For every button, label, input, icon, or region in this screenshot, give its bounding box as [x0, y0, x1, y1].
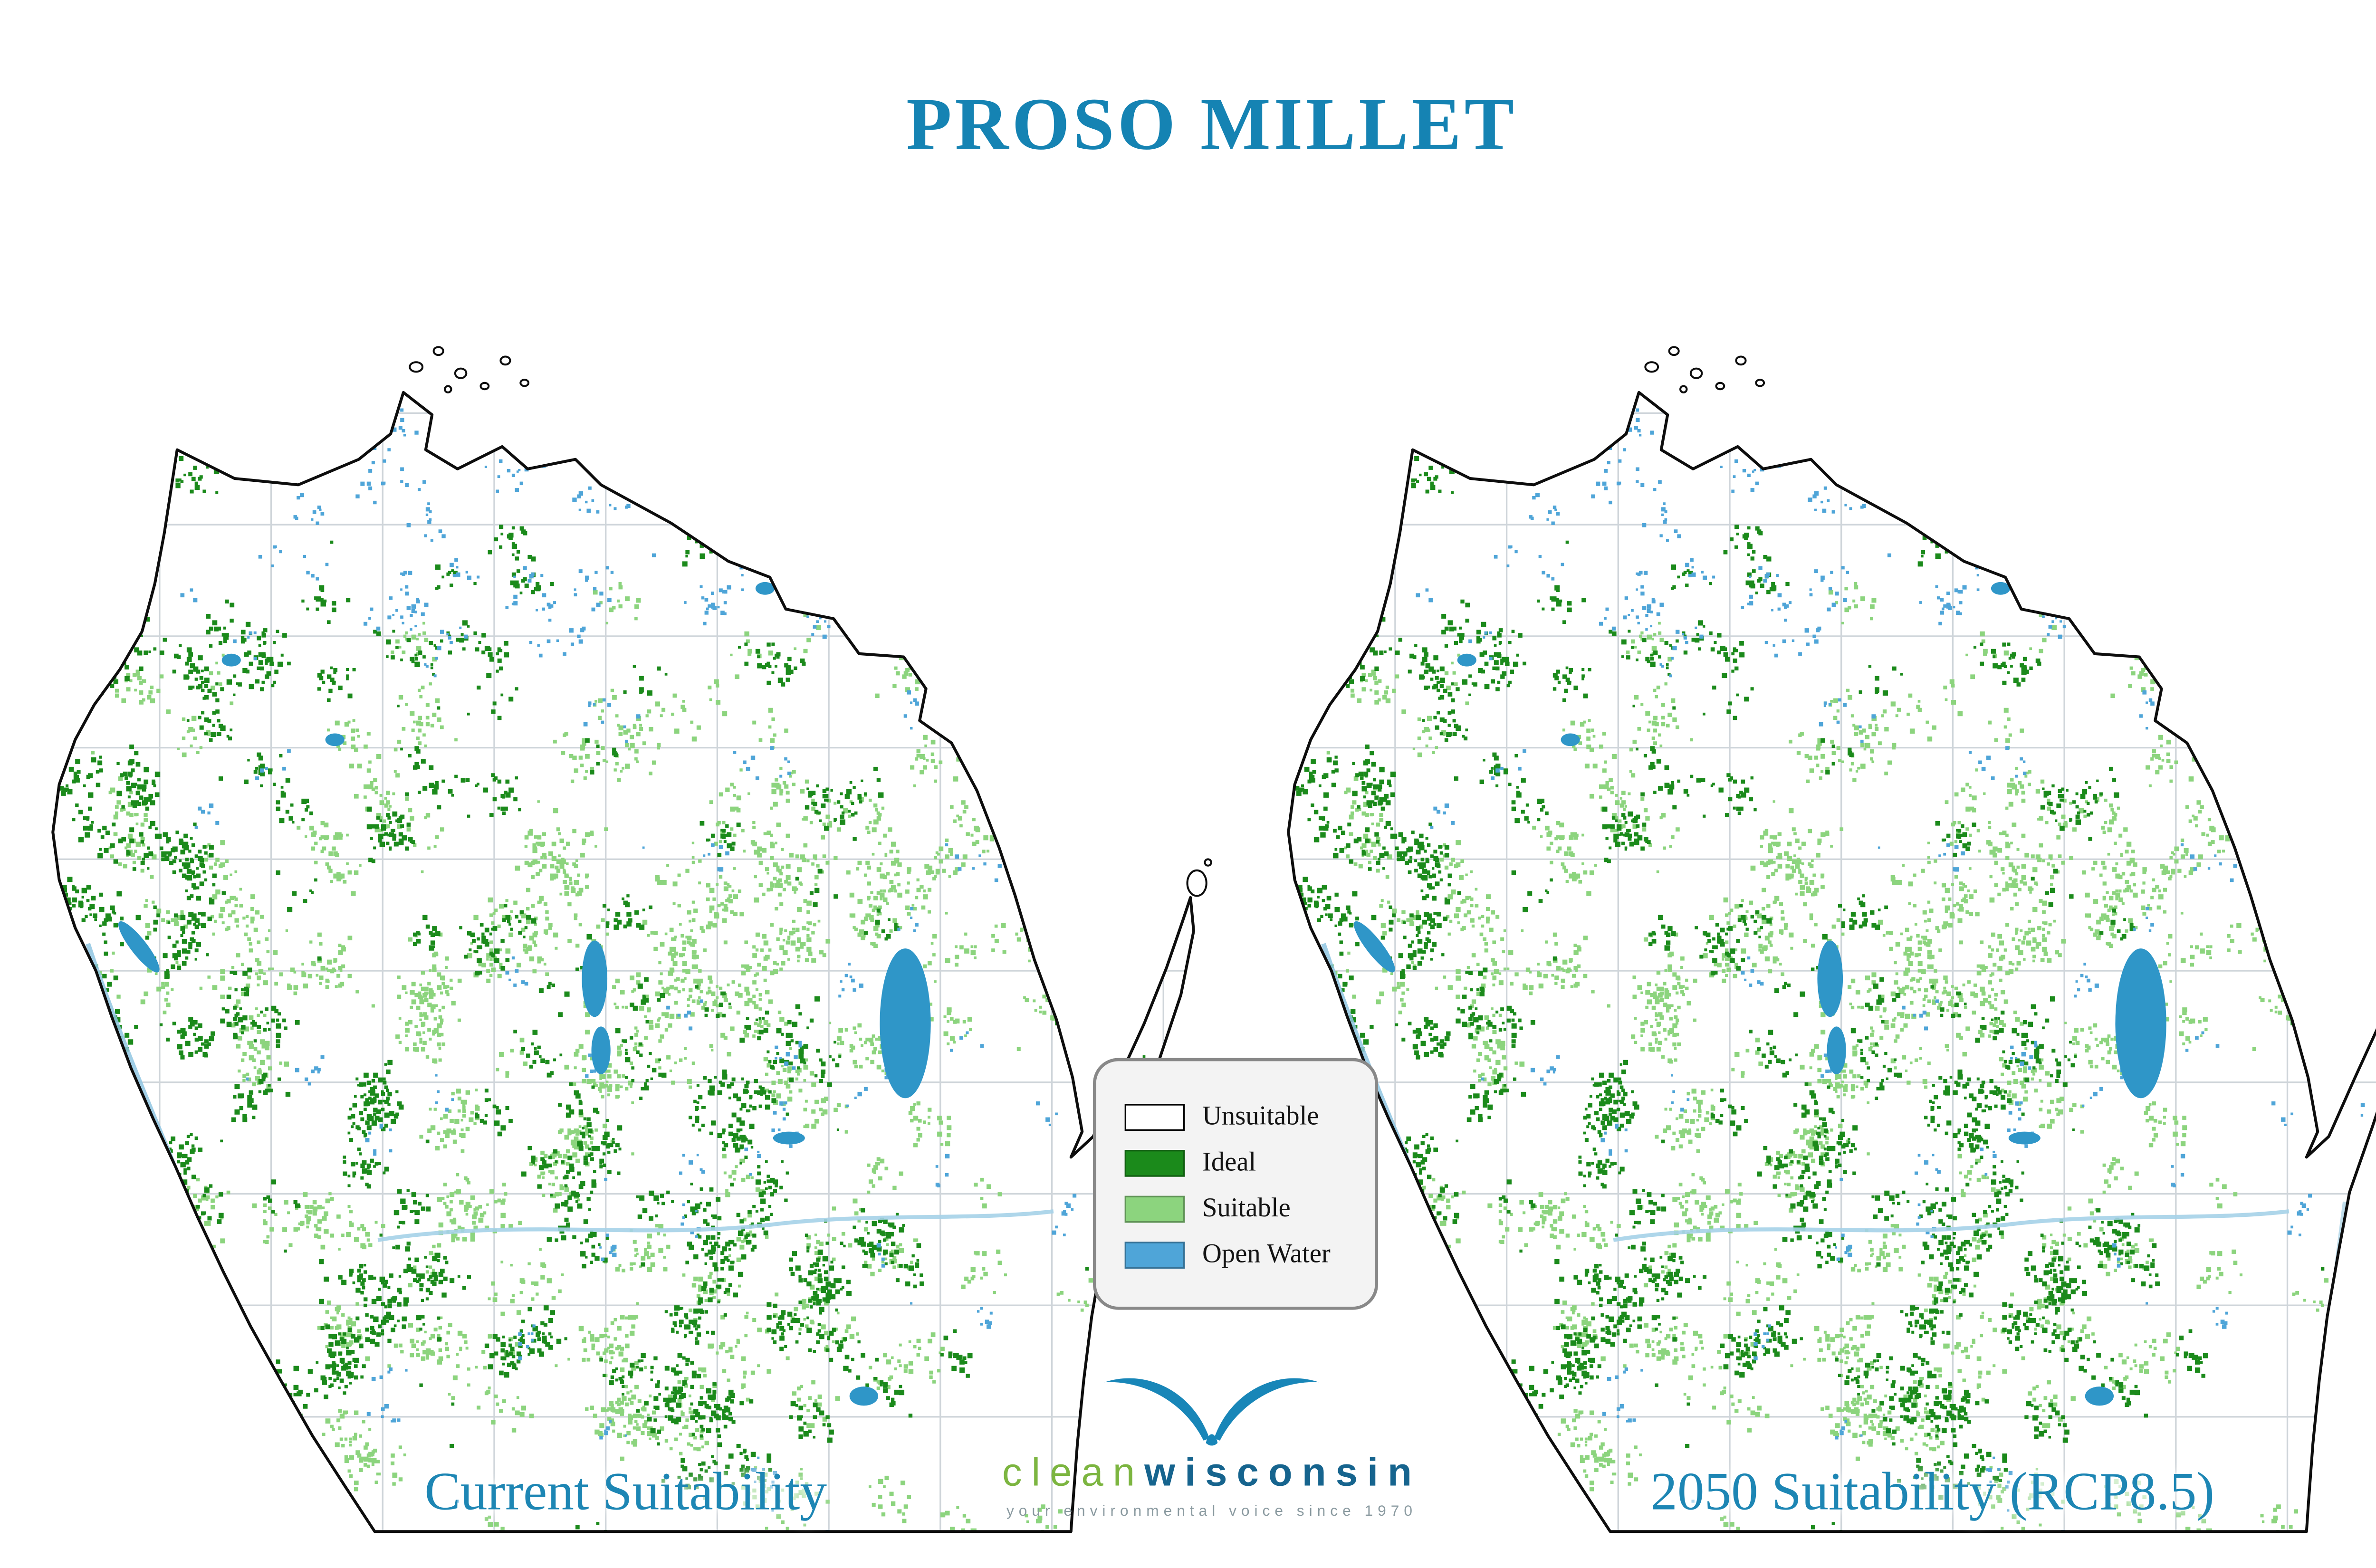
legend-item: Suitable [1124, 1192, 1347, 1224]
wisconsin-river [377, 1209, 1054, 1242]
wisconsin-river [1613, 1209, 2290, 1242]
legend: Unsuitable Ideal Suitable Open Water [1092, 1058, 1378, 1310]
major-lakes [118, 488, 931, 1406]
state-fill [53, 392, 1194, 1532]
logo-brand-clean: clean [1002, 1451, 1145, 1495]
legend-swatch [1124, 1195, 1185, 1222]
state-outline [51, 391, 1195, 1533]
legend-label: Open Water [1202, 1238, 1331, 1269]
apostle-islands [1644, 346, 1765, 393]
wisconsin-map-current [51, 346, 1212, 1533]
legend-swatch [1124, 1149, 1185, 1176]
map-2050 [1275, 182, 2376, 1536]
legend-label: Unsuitable [1202, 1100, 1319, 1131]
washington-island [1186, 858, 1212, 897]
legend-items: Unsuitable Ideal Suitable Open Water [1124, 1100, 1347, 1271]
logo-swoosh-icon [1104, 1378, 1319, 1446]
legend-swatch [1124, 1103, 1185, 1130]
wisconsin-map-2050 [1287, 346, 2376, 1533]
state-outline [1287, 391, 2376, 1533]
logo-wordmark: cleanwisconsin [974, 1451, 1449, 1497]
logo-tagline: your environmental voice since 1970 [1006, 1503, 1417, 1520]
legend-label: Suitable [1202, 1192, 1291, 1223]
major-lakes [1353, 488, 2166, 1406]
legend-item: Unsuitable [1124, 1100, 1347, 1133]
logo: cleanwisconsin your environmental voice … [974, 1359, 1449, 1520]
page-title: PROSO MILLET [906, 84, 1517, 166]
legend-item: Open Water [1124, 1238, 1347, 1271]
legend-label: Ideal [1202, 1147, 1256, 1177]
map-current [39, 182, 1219, 1536]
map-2050-caption: 2050 Suitability (RCP8.5) [1650, 1463, 2215, 1522]
map-current-caption: Current Suitability [424, 1463, 827, 1522]
legend-item: Ideal [1124, 1147, 1347, 1178]
logo-brand-wisconsin: wisconsin [1144, 1451, 1422, 1495]
apostle-islands [409, 346, 530, 393]
legend-swatch [1124, 1241, 1185, 1268]
